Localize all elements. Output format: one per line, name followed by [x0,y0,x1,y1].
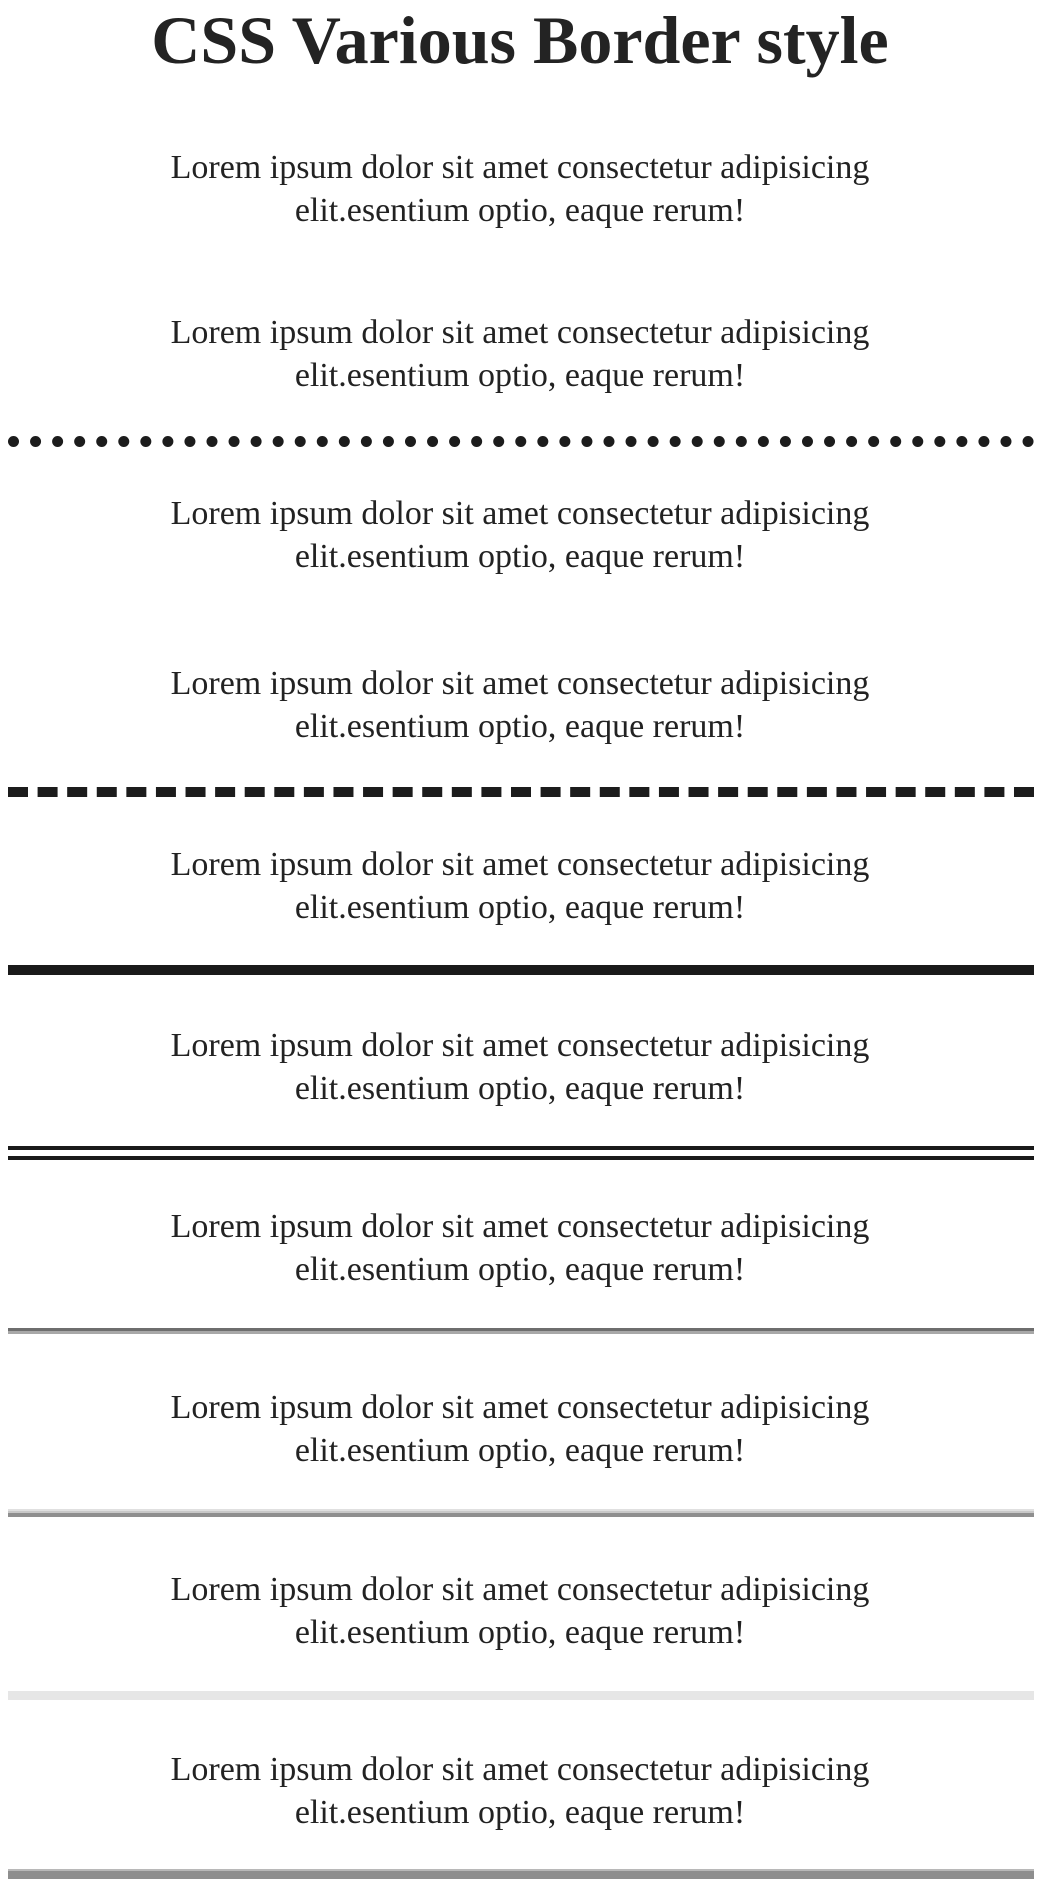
paragraph: Lorem ipsum dolor sit amet consectetur a… [0,843,1040,929]
paragraph-line: elit.esentium optio, eaque rerum! [294,1070,746,1107]
paragraph-line: elit.esentium optio, eaque rerum! [294,1251,746,1288]
paragraph-line: elit.esentium optio, eaque rerum! [294,192,746,229]
paragraph: Lorem ipsum dolor sit amet consectetur a… [0,1024,1040,1110]
paragraph-line: Lorem ipsum dolor sit amet consectetur a… [170,1389,870,1426]
paragraph: Lorem ipsum dolor sit amet consectetur a… [0,662,1040,748]
paragraph-line: Lorem ipsum dolor sit amet consectetur a… [170,495,870,532]
paragraph-line: Lorem ipsum dolor sit amet consectetur a… [170,1571,870,1608]
paragraph-line: elit.esentium optio, eaque rerum! [294,1432,746,1469]
dashed-border [8,787,1034,797]
groove-border [8,1328,1034,1334]
inset-border [8,1691,1034,1700]
paragraph-line: Lorem ipsum dolor sit amet consectetur a… [170,1027,870,1064]
paragraph-line: Lorem ipsum dolor sit amet consectetur a… [170,314,870,351]
paragraph-line: Lorem ipsum dolor sit amet consectetur a… [170,665,870,702]
paragraph-line: elit.esentium optio, eaque rerum! [294,889,746,926]
paragraph-line: Lorem ipsum dolor sit amet consectetur a… [170,1751,870,1788]
outset-border [8,1869,1034,1879]
page-title: CSS Various Border style [151,2,889,78]
solid-border [8,965,1034,975]
paragraph-line: Lorem ipsum dolor sit amet consectetur a… [170,149,870,186]
paragraph: Lorem ipsum dolor sit amet consectetur a… [0,492,1040,578]
ridge-border [8,1509,1034,1517]
paragraph: Lorem ipsum dolor sit amet consectetur a… [0,1568,1040,1654]
paragraph: Lorem ipsum dolor sit amet consectetur a… [0,1748,1040,1834]
dotted-border [8,436,1034,447]
paragraph-line: elit.esentium optio, eaque rerum! [294,1794,746,1831]
paragraph: Lorem ipsum dolor sit amet consectetur a… [0,311,1040,397]
paragraph-line: Lorem ipsum dolor sit amet consectetur a… [170,846,870,883]
double-border [8,1146,1034,1160]
paragraph-line: Lorem ipsum dolor sit amet consectetur a… [170,1208,870,1245]
paragraph-line: elit.esentium optio, eaque rerum! [294,1614,746,1651]
paragraph: Lorem ipsum dolor sit amet consectetur a… [0,146,1040,232]
paragraph-line: elit.esentium optio, eaque rerum! [294,708,746,745]
paragraph-line: elit.esentium optio, eaque rerum! [294,357,746,394]
paragraph: Lorem ipsum dolor sit amet consectetur a… [0,1386,1040,1472]
paragraph-line: elit.esentium optio, eaque rerum! [294,538,746,575]
paragraph: Lorem ipsum dolor sit amet consectetur a… [0,1205,1040,1291]
